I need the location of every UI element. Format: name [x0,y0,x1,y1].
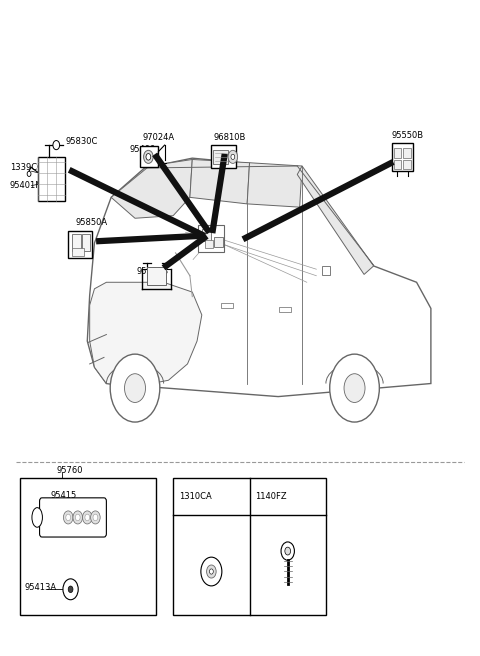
Polygon shape [111,159,192,218]
Circle shape [27,171,31,176]
Circle shape [146,154,151,160]
Polygon shape [190,159,250,204]
Bar [221,302,233,308]
Bar [140,146,158,167]
Polygon shape [87,158,431,397]
Circle shape [53,140,60,150]
Circle shape [110,354,160,422]
Circle shape [206,565,216,578]
Circle shape [66,514,71,521]
Bar [72,249,84,256]
Polygon shape [247,163,302,207]
Circle shape [201,557,222,586]
Bar [37,157,65,201]
Polygon shape [297,166,373,274]
Bar [279,307,291,312]
Text: 95400: 95400 [129,144,156,154]
Polygon shape [90,282,202,387]
Bar [392,143,413,171]
Bar [322,266,330,275]
Bar [68,231,92,258]
Circle shape [144,150,153,163]
Circle shape [63,511,73,524]
Circle shape [281,542,294,560]
Bar [214,237,223,247]
Bar [394,148,401,157]
Text: 95550B: 95550B [392,131,424,140]
Circle shape [93,514,98,521]
Text: 97024A: 97024A [142,133,174,142]
Circle shape [75,514,80,521]
Bar [205,240,213,248]
Text: 95830C: 95830C [66,136,98,146]
Bar [173,478,326,615]
Bar [21,478,156,615]
Bar [72,234,81,251]
Text: 95850A: 95850A [75,218,108,227]
Bar [404,148,410,157]
Circle shape [68,586,73,592]
Circle shape [83,511,92,524]
Bar [198,226,225,251]
Circle shape [344,374,365,403]
Text: 1339CC: 1339CC [10,163,43,172]
Text: 95415: 95415 [50,491,77,500]
Text: 1140FZ: 1140FZ [255,492,287,501]
Bar [404,160,410,169]
Text: 1310CA: 1310CA [179,492,212,501]
Circle shape [63,579,78,600]
Bar [202,230,211,241]
Text: 96810B: 96810B [214,133,246,142]
Circle shape [285,547,290,555]
Circle shape [231,154,235,159]
Ellipse shape [32,508,42,527]
Text: 95550B: 95550B [136,268,168,276]
Circle shape [124,374,145,403]
Text: 95760: 95760 [56,466,83,475]
FancyBboxPatch shape [39,498,107,537]
Bar [147,266,166,285]
Circle shape [91,511,100,524]
Bar [213,150,228,164]
Circle shape [209,569,213,574]
Bar [394,160,401,169]
Circle shape [73,511,83,524]
Text: 95401M: 95401M [10,181,44,190]
Bar [82,234,90,251]
Circle shape [330,354,379,422]
Circle shape [85,514,90,521]
Text: 95413A: 95413A [24,583,57,592]
Bar [211,146,236,169]
Circle shape [228,150,238,163]
